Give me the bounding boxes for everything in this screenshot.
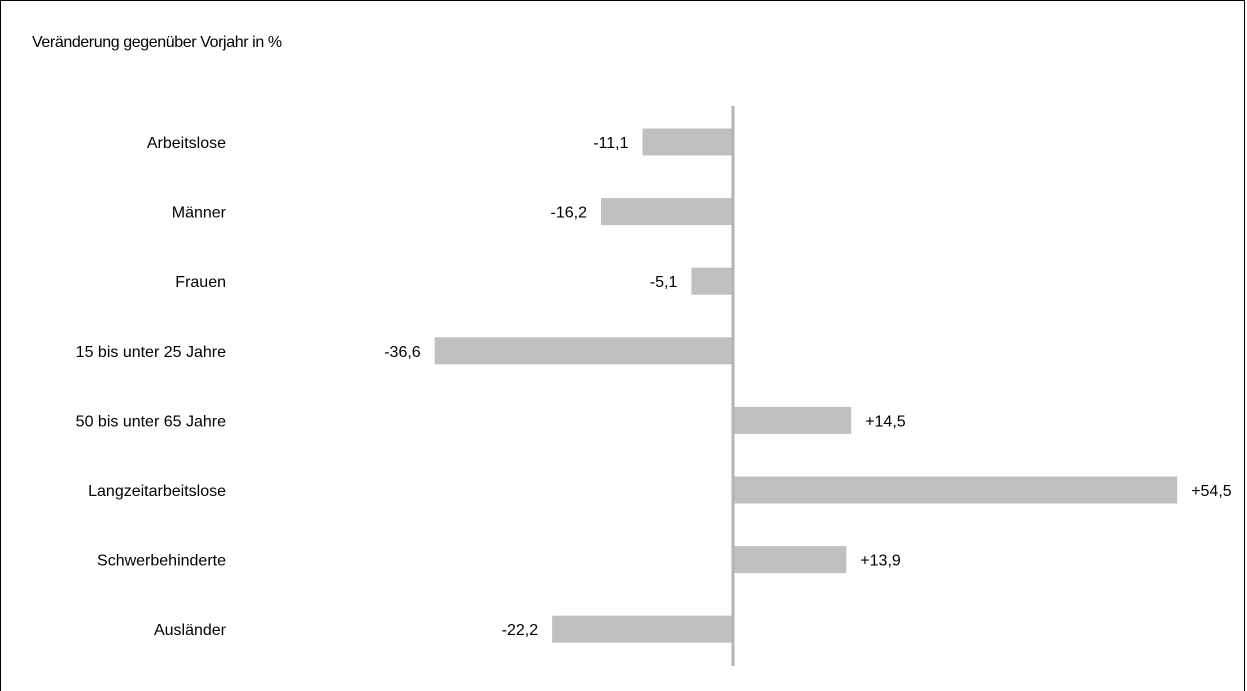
category-label: Frauen (175, 274, 226, 291)
bars-layer (434, 128, 1178, 643)
value-label: -16,2 (551, 205, 588, 222)
bar-15-bis-unter-25-jahre (434, 337, 733, 365)
bar-männer (601, 198, 733, 226)
value-label: +54,5 (1191, 483, 1232, 500)
category-label: Ausländer (154, 622, 227, 639)
category-label: Langzeitarbeitslose (88, 483, 226, 500)
bar-frauen (691, 267, 733, 295)
category-label: Schwerbehinderte (97, 553, 226, 570)
bar-schwerbehinderte (733, 546, 847, 574)
category-label: Arbeitslose (147, 135, 226, 152)
category-label: 50 bis unter 65 Jahre (76, 413, 226, 430)
value-label: -36,6 (384, 344, 421, 361)
value-label: -5,1 (650, 274, 678, 291)
chart-subtitle: Veränderung gegenüber Vorjahr in % (32, 34, 282, 51)
value-label: -11,1 (593, 135, 628, 152)
value-label: +14,5 (865, 413, 906, 430)
category-label: 15 bis unter 25 Jahre (76, 344, 226, 361)
labels-layer: Arbeitslose -11,1 Männer -16,2 Frauen -5,1 15 … (76, 135, 1232, 639)
bar-50-bis-unter-65-jahre (733, 406, 852, 434)
value-label: -22,2 (502, 622, 539, 639)
bar-ausländer (552, 615, 733, 643)
value-label: +13,9 (860, 553, 901, 570)
bar-langzeitarbeitslose (733, 476, 1178, 504)
category-label: Männer (172, 205, 227, 222)
bar-arbeitslose (642, 128, 733, 156)
